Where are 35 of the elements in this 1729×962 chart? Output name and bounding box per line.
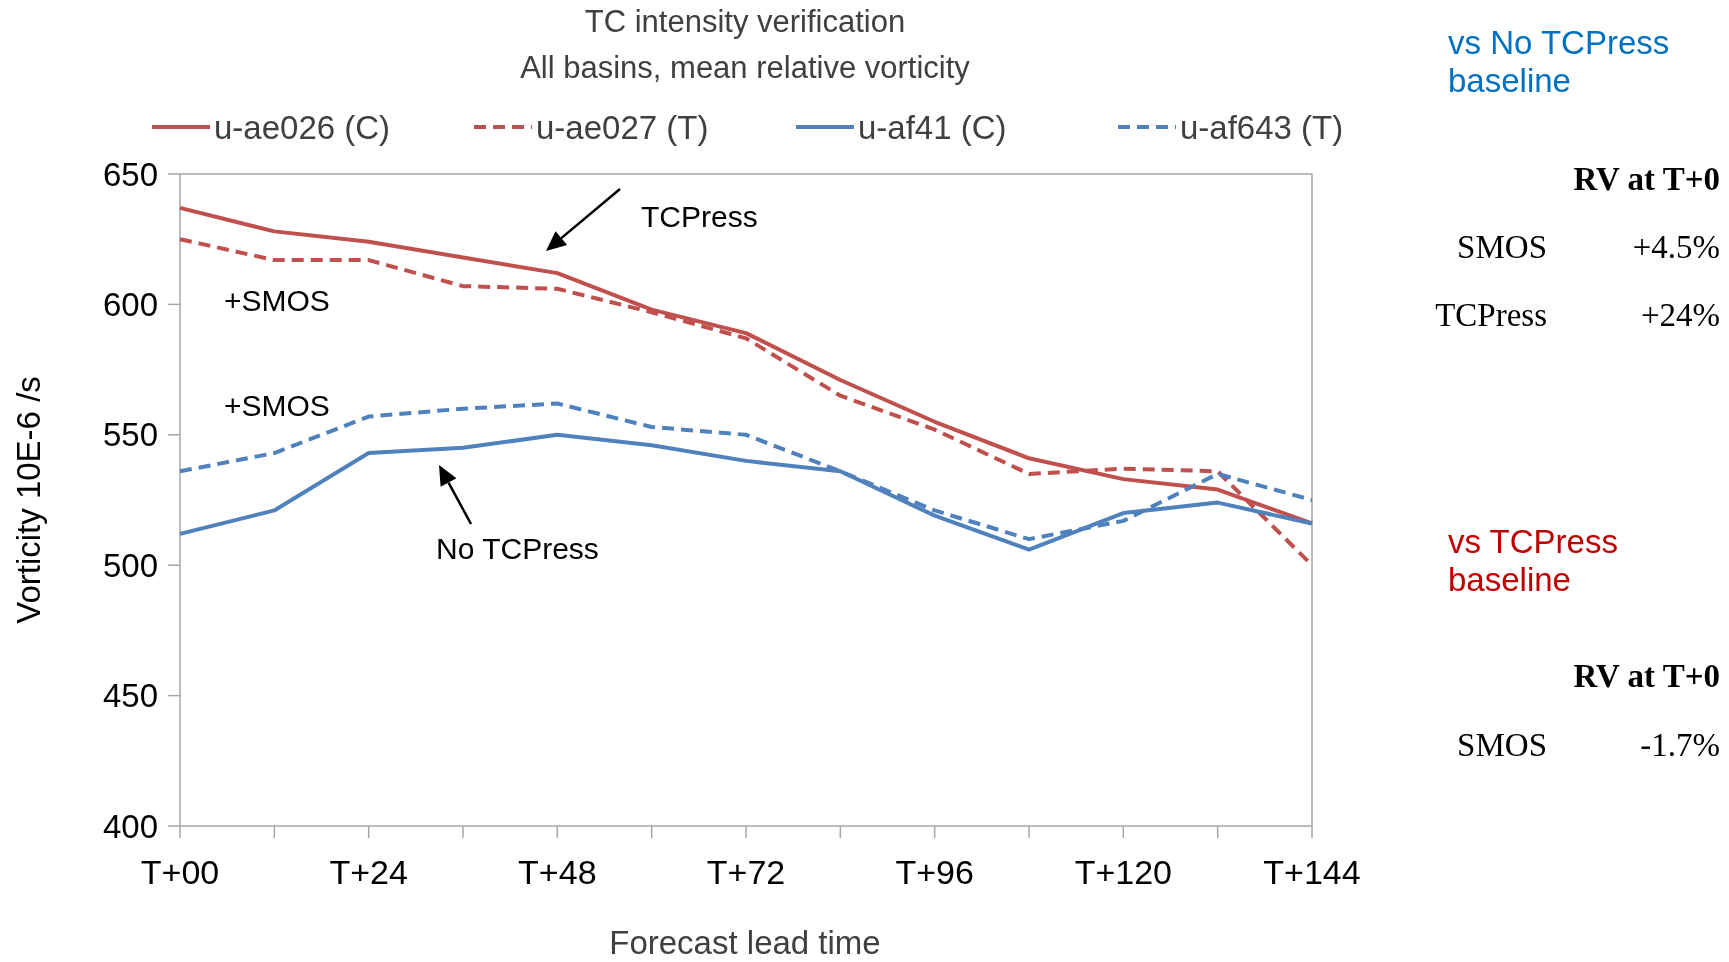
y-tick-label: 400 — [102, 807, 158, 845]
chart-title: TC intensity verification — [584, 4, 906, 39]
annotation: No TCPress — [436, 531, 599, 565]
text: vs TCPress baseline — [1448, 522, 1618, 598]
legend-label: u-ae026 (C) — [214, 108, 391, 146]
y-tick-label: 650 — [102, 155, 158, 193]
text: SMOS — [1457, 726, 1547, 763]
legend-label: u-af643 (T) — [1180, 108, 1344, 146]
text: -1.7% — [1640, 726, 1720, 763]
x-tick-label: T+48 — [518, 853, 597, 891]
text: vs No TCPress baseline — [1448, 23, 1670, 99]
text: RV at T+0 — [1573, 657, 1720, 694]
annotation: +SMOS — [224, 388, 330, 422]
annotation: +SMOS — [224, 283, 330, 317]
x-tick-label: T+96 — [895, 853, 974, 891]
y-tick-label: 500 — [102, 546, 158, 584]
chart-subtitle: All basins, mean relative vorticity — [520, 50, 971, 85]
y-tick-label: 550 — [102, 416, 158, 454]
x-axis-title: Forecast lead time — [609, 924, 881, 961]
text: +24% — [1640, 296, 1720, 333]
legend-label: u-ae027 (T) — [536, 108, 709, 146]
x-tick-label: T+144 — [1263, 853, 1361, 891]
text: TCPress — [1435, 296, 1547, 333]
y-tick-label: 450 — [102, 677, 158, 715]
x-tick-label: T+24 — [329, 853, 408, 891]
legend-label: u-af41 (C) — [858, 108, 1007, 146]
y-tick-label: 600 — [102, 285, 158, 323]
x-tick-label: T+00 — [140, 853, 220, 891]
x-tick-label: T+120 — [1074, 853, 1173, 891]
y-axis-title: Vorticity 10E-6 /s — [10, 376, 47, 624]
text: RV at T+0 — [1573, 160, 1720, 197]
x-tick-label: T+72 — [706, 853, 786, 891]
annotation: TCPress — [641, 199, 758, 233]
text: SMOS — [1457, 228, 1547, 265]
text: +4.5% — [1632, 228, 1720, 265]
